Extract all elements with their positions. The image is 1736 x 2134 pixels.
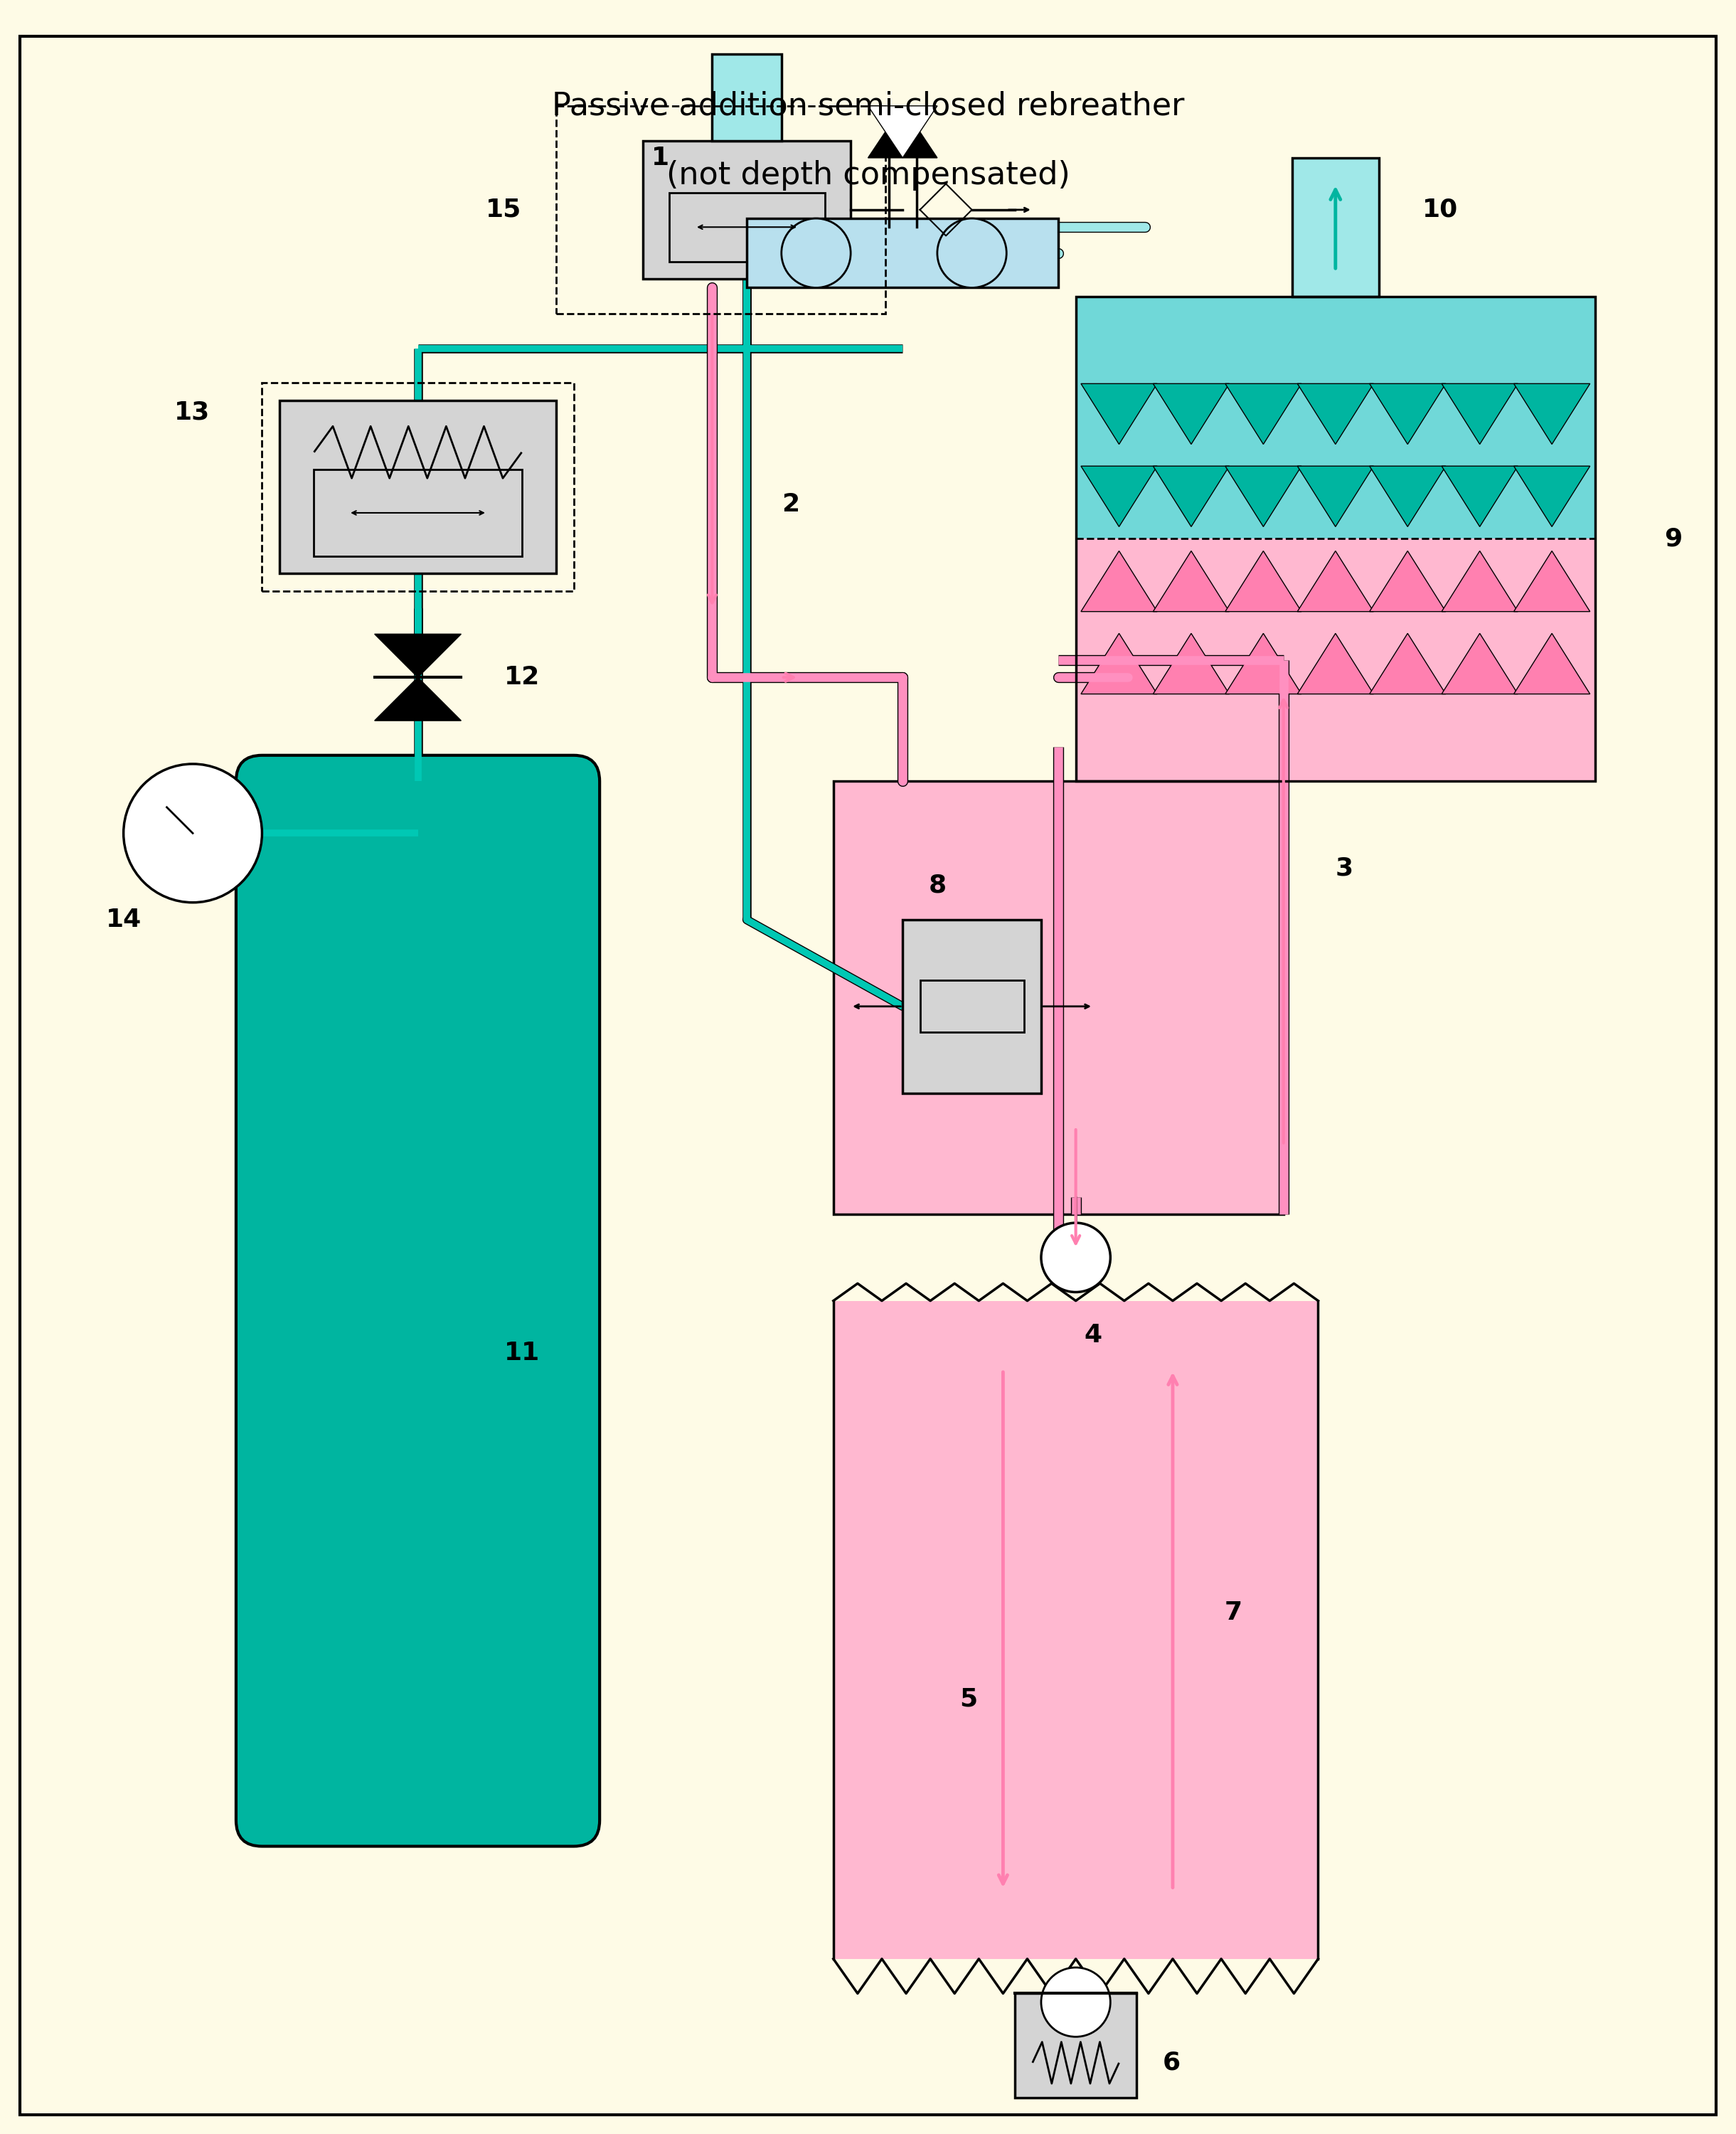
Bar xyxy=(746,218,1059,288)
Text: 2: 2 xyxy=(781,493,799,516)
Bar xyxy=(314,469,523,557)
Polygon shape xyxy=(1226,384,1302,444)
Text: 9: 9 xyxy=(1665,527,1682,551)
Bar xyxy=(1292,158,1378,297)
Polygon shape xyxy=(1441,551,1517,612)
Bar xyxy=(833,1302,1318,1959)
Bar xyxy=(833,781,1283,1214)
Bar xyxy=(1076,297,1595,781)
Polygon shape xyxy=(375,676,462,721)
Text: 7: 7 xyxy=(1224,1600,1243,1624)
Text: 8: 8 xyxy=(929,873,946,896)
Polygon shape xyxy=(1297,551,1373,612)
Circle shape xyxy=(781,218,851,288)
Polygon shape xyxy=(868,107,937,158)
Bar xyxy=(712,53,781,141)
Text: Passive addition semi-closed rebreather: Passive addition semi-closed rebreather xyxy=(552,90,1184,122)
Text: 6: 6 xyxy=(1163,2051,1180,2074)
Text: (not depth compensated): (not depth compensated) xyxy=(667,160,1069,190)
Polygon shape xyxy=(1153,465,1229,527)
Circle shape xyxy=(937,218,1007,288)
Polygon shape xyxy=(1226,634,1302,694)
Polygon shape xyxy=(868,107,937,158)
Text: 4: 4 xyxy=(1085,1323,1102,1347)
Circle shape xyxy=(123,764,262,903)
Circle shape xyxy=(1042,1223,1111,1291)
Polygon shape xyxy=(1226,551,1302,612)
Bar xyxy=(1016,1993,1137,2098)
Bar xyxy=(556,107,885,314)
Polygon shape xyxy=(1082,634,1158,694)
Text: 11: 11 xyxy=(503,1340,540,1366)
Text: 1: 1 xyxy=(651,145,668,171)
Polygon shape xyxy=(1153,384,1229,444)
Bar xyxy=(642,141,851,280)
Bar xyxy=(920,980,1024,1033)
Text: 13: 13 xyxy=(174,401,210,425)
Polygon shape xyxy=(1370,634,1446,694)
Text: 14: 14 xyxy=(106,907,141,933)
Polygon shape xyxy=(1514,551,1590,612)
Polygon shape xyxy=(1441,634,1517,694)
Polygon shape xyxy=(1514,465,1590,527)
Polygon shape xyxy=(1082,465,1158,527)
Polygon shape xyxy=(1297,384,1373,444)
Polygon shape xyxy=(1441,384,1517,444)
Polygon shape xyxy=(1153,634,1229,694)
Bar xyxy=(279,401,556,574)
Polygon shape xyxy=(1370,551,1446,612)
Polygon shape xyxy=(1441,465,1517,527)
Polygon shape xyxy=(1514,384,1590,444)
Circle shape xyxy=(1042,1968,1111,2036)
Bar xyxy=(903,920,1042,1093)
FancyBboxPatch shape xyxy=(236,755,599,1846)
Polygon shape xyxy=(1370,465,1446,527)
Polygon shape xyxy=(1082,384,1158,444)
Bar xyxy=(262,382,573,591)
Text: 12: 12 xyxy=(505,666,540,689)
Polygon shape xyxy=(1153,551,1229,612)
Polygon shape xyxy=(1297,634,1373,694)
Polygon shape xyxy=(1297,465,1373,527)
Text: 5: 5 xyxy=(960,1688,977,1711)
Polygon shape xyxy=(1082,551,1158,612)
Text: 10: 10 xyxy=(1422,198,1458,222)
Text: 15: 15 xyxy=(486,198,523,222)
Text: 3: 3 xyxy=(1335,856,1354,879)
Polygon shape xyxy=(1514,634,1590,694)
Polygon shape xyxy=(1226,465,1302,527)
Bar xyxy=(668,192,825,262)
Bar xyxy=(1076,297,1595,538)
Polygon shape xyxy=(375,634,462,676)
Polygon shape xyxy=(1370,384,1446,444)
Bar xyxy=(1076,538,1595,781)
